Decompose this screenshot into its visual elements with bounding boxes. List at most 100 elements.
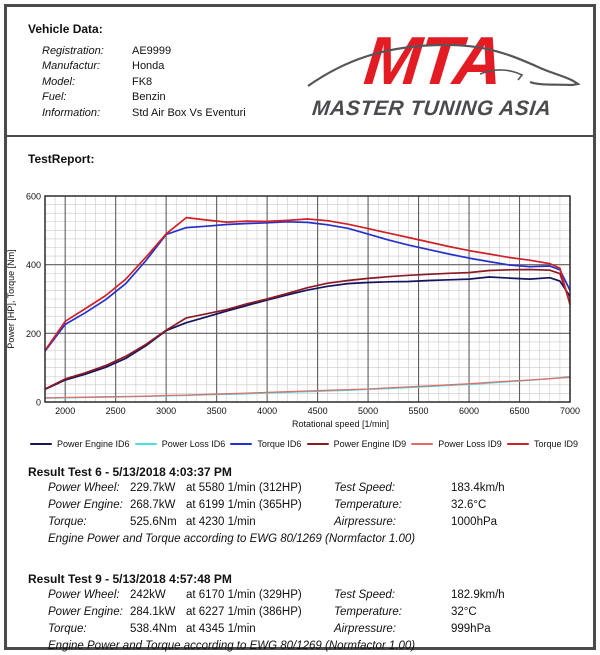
car-silhouette-tail xyxy=(479,69,524,81)
legend-line-swatch xyxy=(230,442,253,446)
legend-item: Power Loss ID9 xyxy=(411,439,502,449)
legend-line-swatch xyxy=(134,442,157,446)
result-row-value: 538.4Nm xyxy=(130,623,177,635)
y-axis-title: Power [HP], Torque [Nm] xyxy=(6,249,16,348)
x-tick-label: 5000 xyxy=(358,406,378,416)
x-tick-label: 4500 xyxy=(308,406,328,416)
legend-item: Torque ID6 xyxy=(230,439,301,449)
result-row-label: Power Engine: xyxy=(48,606,123,618)
x-tick-label: 5500 xyxy=(409,406,429,416)
result-row: Power Wheel: 229.7kW at 5580 1/min (312H… xyxy=(48,480,600,497)
result-row-value2: 1000hPa xyxy=(451,516,498,528)
result-row-label2: Temperature: xyxy=(334,499,402,511)
result-row-label: Torque: xyxy=(48,516,87,528)
legend-item: Torque ID9 xyxy=(506,439,578,449)
legend-line-swatch xyxy=(411,442,434,446)
result-title: Result Test 6 - 5/13/2018 4:03:37 PM xyxy=(28,465,232,479)
result-row-label2: Test Speed: xyxy=(334,482,395,494)
result-row-at: at 6227 1/min (386HP) xyxy=(186,606,302,618)
x-tick-label: 7000 xyxy=(560,406,580,416)
result-row-value2: 182.9km/h xyxy=(451,589,505,601)
y-tick-label: 600 xyxy=(26,192,41,202)
result-row-value: 284.1kW xyxy=(130,606,176,618)
legend-label: Torque ID6 xyxy=(257,439,302,449)
vehicle-row-value: Honda xyxy=(132,60,165,73)
result-row-label: Power Wheel: xyxy=(48,589,120,601)
y-tick-label: 0 xyxy=(36,398,41,408)
test-report-title: TestReport: xyxy=(28,152,95,166)
mta-logo: MTA MASTER TUNING ASIA xyxy=(307,23,581,120)
curve-torque-id6 xyxy=(44,220,571,352)
result-row: Torque: 525.6Nm at 4230 1/min Airpressur… xyxy=(48,514,600,531)
result-row-value: 525.6Nm xyxy=(130,516,177,528)
result-row-at: at 4230 1/min xyxy=(186,516,256,528)
x-axis-title: Rotational speed [1/min] xyxy=(292,419,389,429)
x-tick-label: 3500 xyxy=(207,406,227,416)
result-row-label: Power Engine: xyxy=(48,499,123,511)
result-row-value: 242kW xyxy=(130,589,166,601)
result-row-value2: 999hPa xyxy=(451,623,491,635)
legend-label: Torque ID9 xyxy=(533,439,578,449)
result-row: Power Engine: 268.7kW at 6199 1/min (365… xyxy=(48,497,600,514)
result-row-label2: Test Speed: xyxy=(334,589,395,601)
result-test-9-section: Result Test 9 - 5/13/2018 4:57:48 PM Pow… xyxy=(0,571,600,655)
legend-label: Power Loss ID9 xyxy=(438,439,502,449)
legend-item: Power Loss ID6 xyxy=(134,439,226,449)
curve-power-loss-id9 xyxy=(44,376,571,399)
result-row-value2: 32.6°C xyxy=(451,499,487,511)
curve-power-engine-id6 xyxy=(44,276,571,391)
x-tick-label: 2500 xyxy=(106,406,126,416)
legend-line-swatch xyxy=(506,442,529,446)
mta-logo-acronym: MTA xyxy=(361,23,505,99)
car-silhouette-swoosh xyxy=(307,43,581,87)
result-test-6-section: Result Test 6 - 5/13/2018 4:03:37 PM Pow… xyxy=(0,464,600,548)
result-row: Power Wheel: 242kW at 6170 1/min (329HP)… xyxy=(48,587,600,604)
legend-label: Power Loss ID6 xyxy=(161,439,226,449)
legend-item: Power Engine ID6 xyxy=(30,439,130,449)
x-tick-label: 6500 xyxy=(510,406,530,416)
curve-power-engine-id9 xyxy=(44,268,571,390)
vehicle-row-label: Model: xyxy=(42,75,76,88)
vehicle-row-value: Std Air Box Vs Eventuri xyxy=(132,106,246,119)
dyno-chart: 2000 2500 3000 3500 4000 4500 5000 5500 6000 6500… xyxy=(6,192,580,430)
chart-legend: Power Engine ID6 Power Loss ID6 Torque ID6… xyxy=(30,439,578,449)
result-row-value: 268.7kW xyxy=(130,499,176,511)
x-tick-label: 6000 xyxy=(459,406,479,416)
result-row-value: 229.7kW xyxy=(130,482,176,494)
result-row: Torque: 538.4Nm at 4345 1/min Airpressur… xyxy=(48,621,600,638)
header-divider xyxy=(4,135,596,137)
legend-label: Power Engine ID9 xyxy=(333,439,407,449)
result-norm-note: Engine Power and Torque according to EWG… xyxy=(48,533,416,545)
curve-torque-id9 xyxy=(44,216,571,351)
vehicle-row-label: Manufactur: xyxy=(42,60,101,73)
legend-item: Power Engine ID9 xyxy=(306,439,407,449)
vehicle-row: Fuel: Benzin xyxy=(28,90,246,105)
vehicle-row-label: Fuel: xyxy=(42,91,67,104)
result-row-value2: 32°C xyxy=(451,606,477,618)
x-tick-label: 2000 xyxy=(55,406,75,416)
result-row-label2: Airpressure: xyxy=(334,516,396,528)
vehicle-row-value: AE9999 xyxy=(132,45,172,57)
vehicle-row: Registration: AE9999 xyxy=(28,44,246,59)
result-row-at: at 5580 1/min (312HP) xyxy=(186,482,302,494)
legend-line-swatch xyxy=(306,442,329,446)
vehicle-data-section: Vehicle Data: Registration: AE9999 Manuf… xyxy=(28,22,246,121)
result-row-at: at 6170 1/min (329HP) xyxy=(186,589,302,601)
x-tick-label: 4000 xyxy=(257,406,277,416)
vehicle-row-label: Information: xyxy=(42,106,101,119)
result-row-label2: Airpressure: xyxy=(334,623,396,635)
vehicle-row: Information: Std Air Box Vs Eventuri xyxy=(28,106,246,121)
legend-label: Power Engine ID6 xyxy=(57,439,130,449)
y-tick-label: 200 xyxy=(26,329,41,339)
result-row-at: at 4345 1/min xyxy=(186,623,256,635)
vehicle-row-value: FK8 xyxy=(132,75,153,88)
vehicle-data-title: Vehicle Data: xyxy=(28,22,103,36)
vehicle-row-label: Registration: xyxy=(42,45,104,57)
mta-logo-name: MASTER TUNING ASIA xyxy=(311,97,553,120)
y-tick-label: 400 xyxy=(26,260,41,270)
result-row: Power Engine: 284.1kW at 6227 1/min (386… xyxy=(48,604,600,621)
result-title: Result Test 9 - 5/13/2018 4:57:48 PM xyxy=(28,572,232,586)
x-tick-label: 3000 xyxy=(156,406,176,416)
result-row-label: Torque: xyxy=(48,623,87,635)
